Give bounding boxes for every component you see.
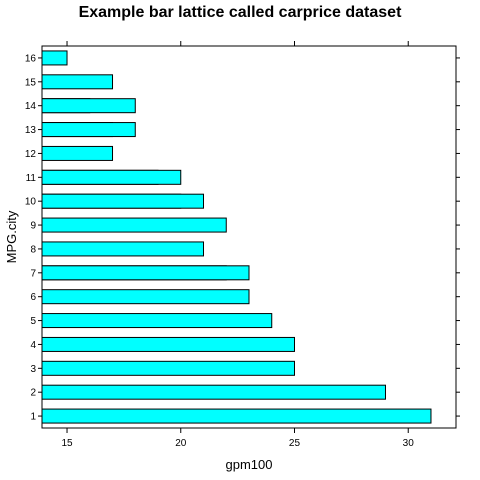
bar-3-2	[41, 360, 295, 376]
bars-layer	[41, 50, 432, 424]
y-axis-label: MPG.city	[4, 210, 19, 263]
bar-10-11	[41, 193, 205, 209]
bar-9-9	[41, 217, 227, 233]
bar-13-16	[41, 122, 136, 138]
x-tick-label: 15	[61, 438, 73, 449]
y-tick-label: 3	[30, 364, 36, 375]
bar-2-1	[41, 384, 386, 400]
bar-8-8	[41, 241, 205, 257]
y-tick-label: 10	[25, 197, 37, 208]
bar-5-4	[41, 313, 273, 329]
y-tick-label: 4	[30, 340, 36, 351]
y-tick-label: 16	[25, 53, 37, 64]
y-tick-label: 9	[30, 221, 36, 232]
x-tick-label: 30	[403, 438, 415, 449]
y-tick-label: 2	[30, 388, 36, 399]
y-tick-label: 12	[25, 149, 37, 160]
bar-11-13	[41, 169, 182, 185]
bar-16-20	[41, 50, 68, 66]
x-axis-label: gpm100	[226, 457, 273, 472]
y-tick-label: 5	[30, 316, 36, 327]
chart-title: Example bar lattice called carprice data…	[79, 4, 403, 21]
y-tick-label: 15	[25, 77, 37, 88]
y-tick-label: 11	[26, 173, 37, 184]
bar-6-5	[41, 289, 250, 305]
y-tick-label: 7	[30, 268, 36, 279]
bar-12-14	[41, 145, 114, 161]
bar-1-0	[41, 408, 432, 424]
bar-4-3	[41, 336, 295, 352]
y-tick-label: 8	[30, 244, 36, 255]
plot-frame	[41, 45, 457, 429]
bar-14-18	[41, 98, 136, 114]
x-tick-label: 20	[175, 438, 187, 449]
bar-7-7	[41, 265, 250, 281]
y-tick-label: 14	[25, 101, 37, 112]
bar-15-19	[41, 74, 114, 90]
y-tick-label: 6	[30, 292, 36, 303]
y-tick-label: 13	[25, 125, 37, 136]
y-tick-label: 1	[30, 412, 36, 423]
x-tick-label: 25	[289, 438, 301, 449]
